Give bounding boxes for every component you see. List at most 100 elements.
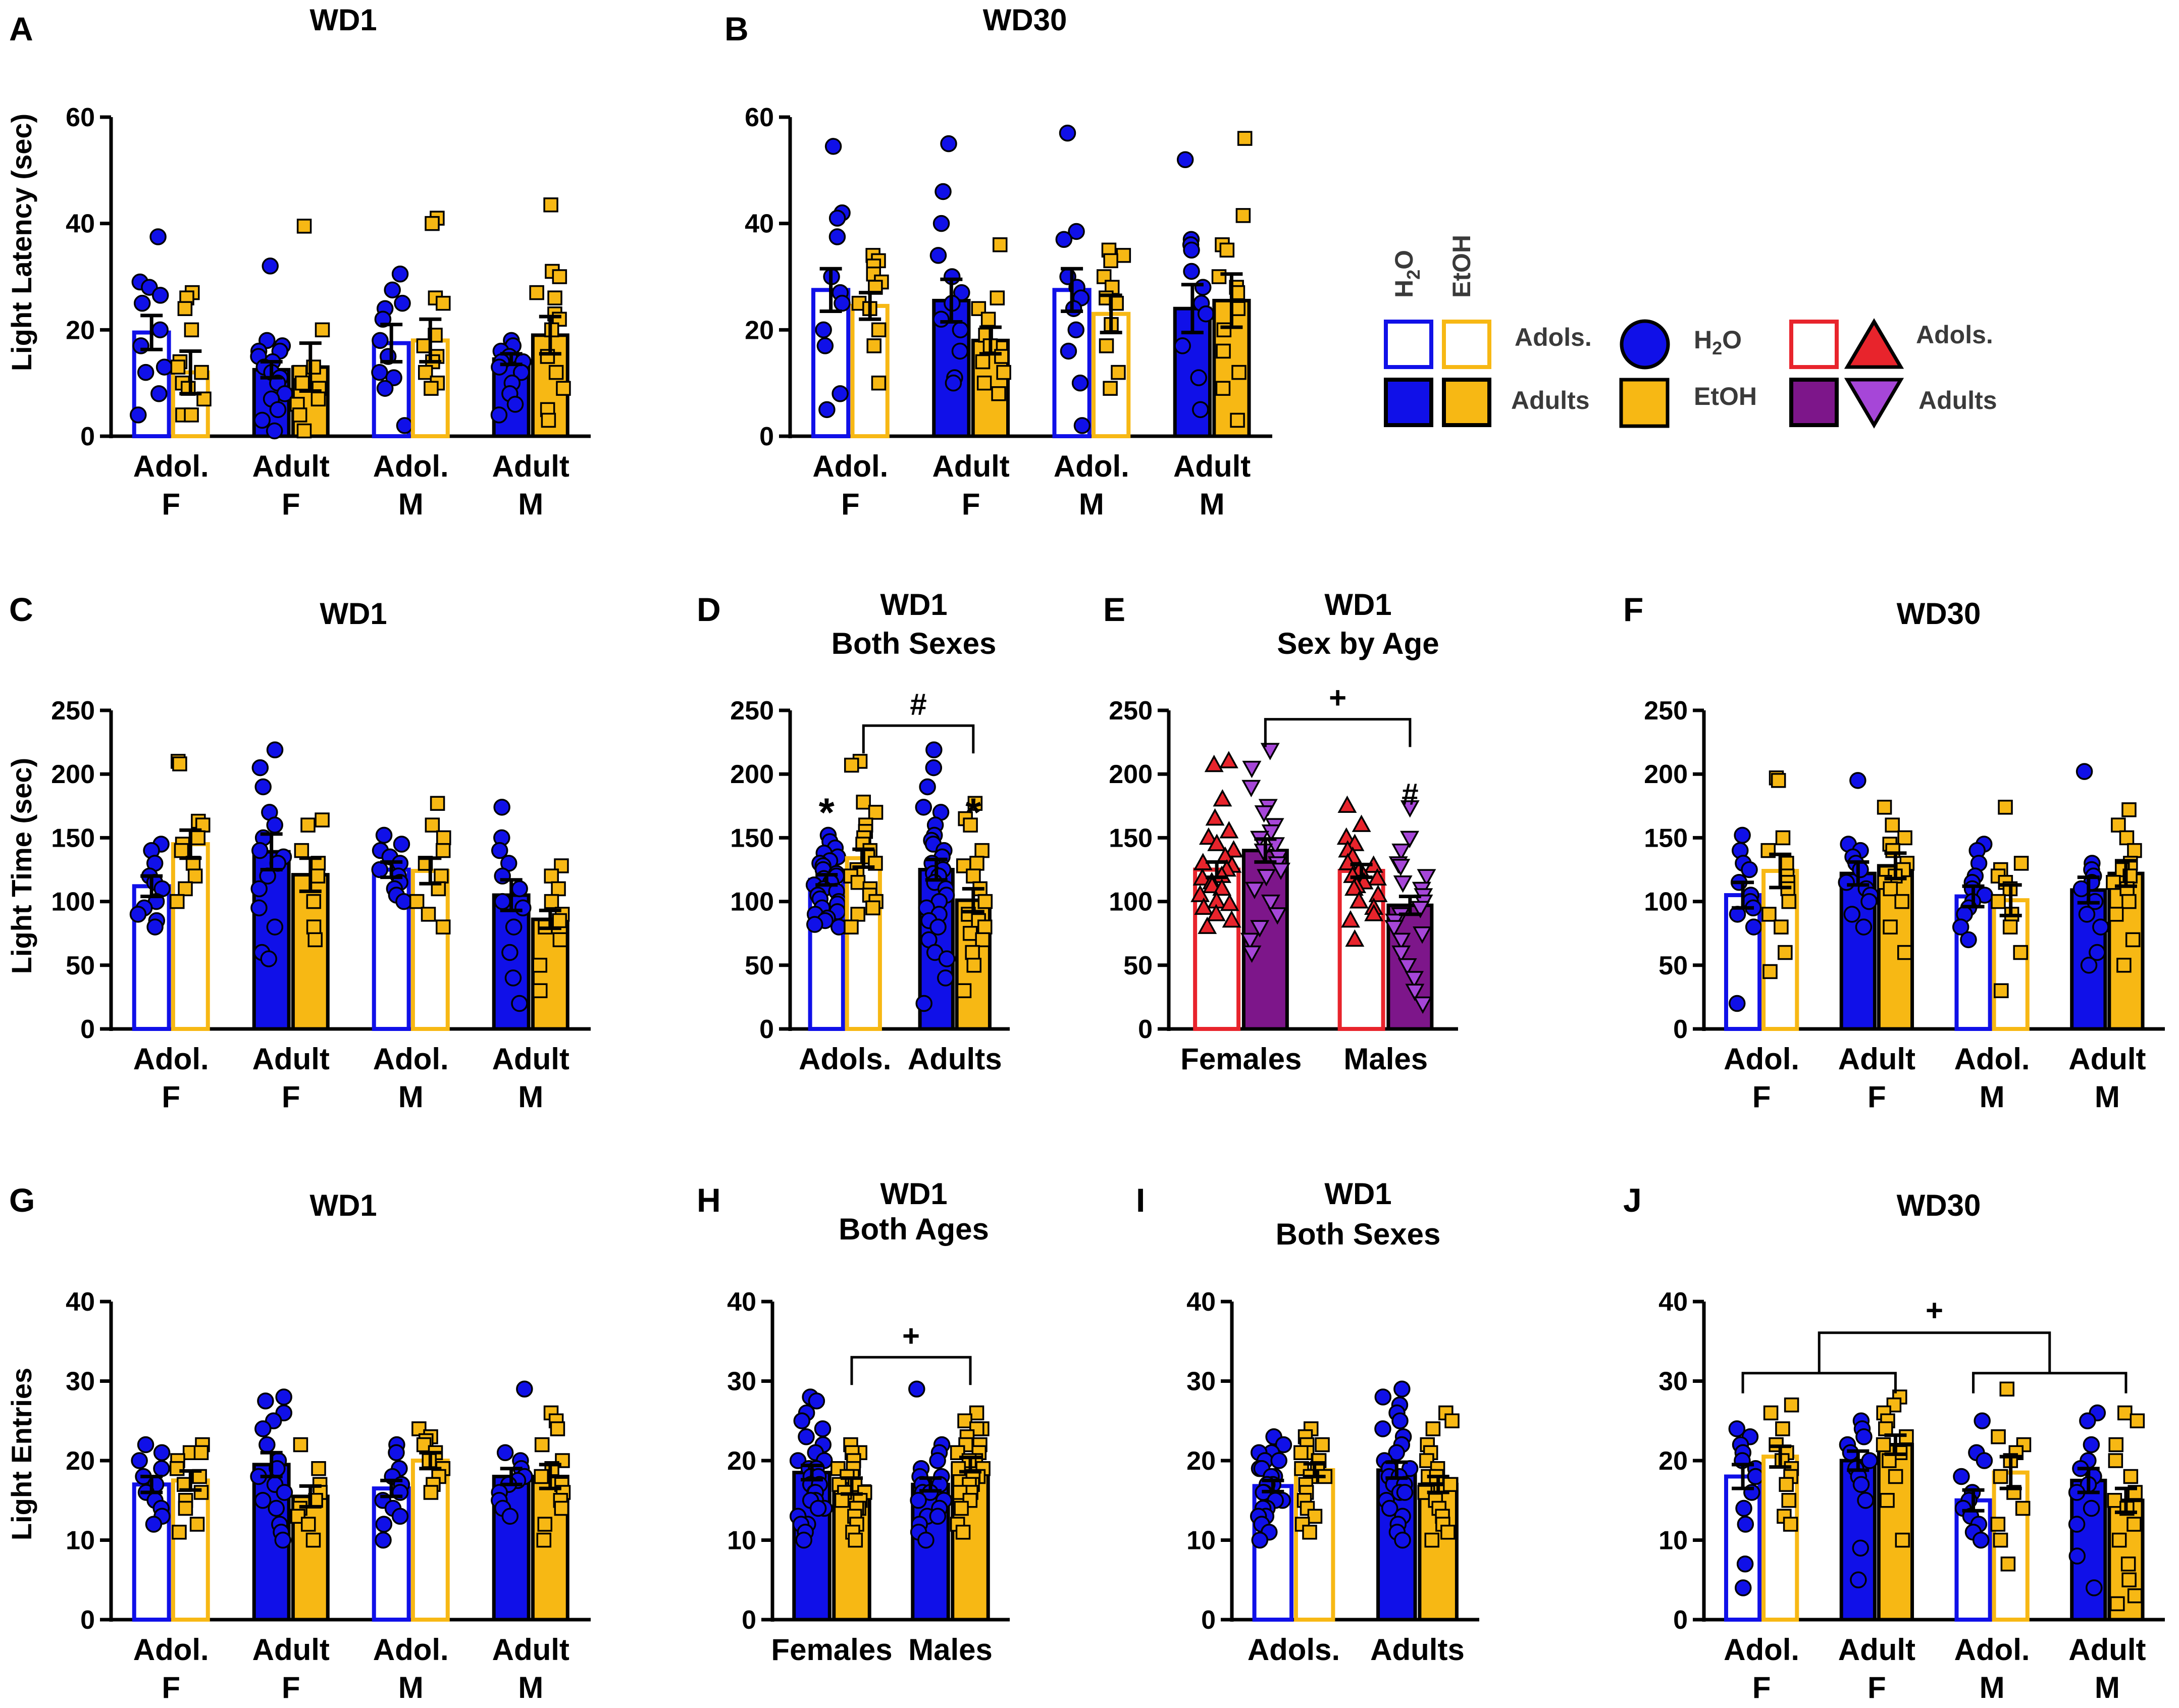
error-bar (419, 317, 442, 364)
error-bar (919, 1476, 942, 1493)
data-points (532, 858, 570, 999)
data-point (172, 1525, 187, 1540)
error-bar (2114, 1486, 2137, 1514)
panel-letter: B (724, 10, 749, 47)
data-point (1235, 208, 1251, 223)
data-point (1194, 279, 1212, 296)
data-point (2130, 1413, 2145, 1428)
data-point (2080, 957, 2098, 974)
data-point (1728, 995, 1746, 1012)
x-category-label: Adult (492, 1633, 569, 1667)
error-bar (380, 860, 403, 879)
y-tick-label: 0 (1201, 1606, 1216, 1635)
legend-label-square-etoh: EtOH (1694, 382, 1757, 410)
data-point (1388, 1444, 1405, 1461)
x-category-sublabel: F (282, 1080, 300, 1114)
data-point (929, 247, 947, 264)
data-point (1443, 1477, 1458, 1492)
significance-bracket (1972, 1372, 2128, 1393)
data-point (1394, 1531, 1411, 1549)
data-point (1993, 1532, 2008, 1548)
data-point (391, 1508, 409, 1525)
error-bar (1769, 852, 1792, 890)
data-point (1425, 1421, 1441, 1436)
data-point (1999, 1381, 2015, 1396)
data-point (1885, 817, 1900, 833)
data-point (1998, 800, 2013, 815)
data-point (832, 385, 849, 402)
data-point (1190, 369, 1207, 386)
x-category-sublabel: M (518, 487, 543, 521)
x-category-label: Adol. (133, 1042, 209, 1076)
data-point (1219, 751, 1238, 768)
significance-bracket (850, 1356, 972, 1385)
data-point (266, 422, 283, 440)
data-point (153, 1444, 171, 1461)
data-point (2121, 894, 2137, 909)
data-points (1760, 770, 1796, 979)
data-points (1374, 1380, 1419, 1549)
error-bar (140, 1475, 163, 1494)
data-point (1183, 241, 1200, 259)
data-point (548, 365, 564, 380)
panel-letter: D (697, 591, 721, 628)
data-point (434, 868, 449, 884)
data-point (1197, 305, 1215, 323)
legend-triangle-up-icon (1844, 318, 1904, 369)
data-point (908, 1380, 925, 1398)
y-tick-label: 40 (66, 210, 95, 239)
x-category-label: Adols. (799, 1042, 891, 1076)
data-point (306, 894, 322, 909)
data-point (1779, 856, 1794, 871)
legend-marker-etoh-square (1619, 378, 1670, 428)
data-point (421, 907, 436, 922)
data-point (850, 874, 866, 890)
panel-letter: C (9, 591, 33, 628)
data-point (174, 843, 189, 858)
data-point (850, 907, 865, 922)
data-point (384, 281, 401, 299)
data-point (385, 369, 402, 386)
data-point (917, 1531, 935, 1549)
panel-title: WD30 (983, 3, 1067, 37)
data-point (866, 338, 881, 353)
panel-a: A WD1 Light Latency (sec) 0 20 40 60 Adol. F Adul… (6, 3, 591, 521)
panel-letter: A (9, 10, 33, 47)
data-point (1224, 840, 1243, 858)
data-point (1055, 231, 1073, 248)
data-point (1400, 831, 1420, 849)
data-point (541, 412, 556, 428)
x-category-label: Males (1343, 1042, 1428, 1076)
data-point (506, 396, 524, 413)
data-point (1315, 1437, 1330, 1453)
data-point (262, 257, 279, 275)
data-point (962, 1493, 978, 1508)
data-point (1444, 1413, 1460, 1428)
data-point (974, 843, 990, 858)
data-point (1895, 1532, 1910, 1548)
y-tick-label: 150 (51, 823, 95, 853)
data-points (371, 265, 413, 434)
x-category-label: Adult (252, 1042, 330, 1076)
data-point (544, 868, 559, 884)
data-point (151, 287, 169, 304)
data-points (1293, 1421, 1333, 1540)
data-point (393, 836, 410, 853)
data-point (372, 332, 389, 349)
y-tick-label: 50 (66, 951, 95, 980)
data-point (552, 913, 567, 928)
data-points (1211, 131, 1253, 428)
data-point (1190, 885, 1210, 902)
data-point (491, 842, 508, 859)
significance-marker: + (1329, 681, 1346, 715)
data-point (1067, 321, 1085, 339)
data-point (1763, 1405, 1779, 1421)
data-point (534, 1469, 549, 1484)
panel-subtitle: Both Sexes (1276, 1217, 1441, 1251)
data-point (1838, 873, 1855, 891)
data-point (1405, 984, 1425, 1001)
y-tick-label: 100 (1109, 888, 1153, 917)
data-point (1381, 1499, 1398, 1517)
data-point (305, 1532, 321, 1548)
error-bar (1847, 1449, 1870, 1472)
